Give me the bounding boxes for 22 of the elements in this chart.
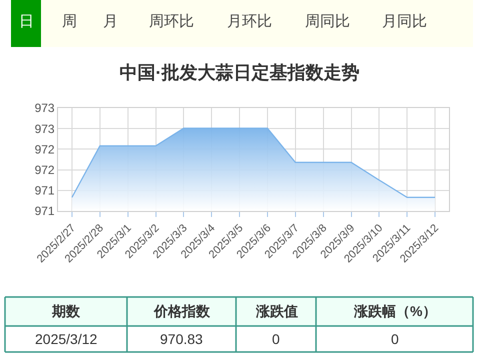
text: 涨跌值 xyxy=(255,303,298,319)
text: 月环比 xyxy=(227,13,272,30)
y-tick-label: 971 xyxy=(34,184,55,198)
chart-title: 中国·批发大蒜日定基指数走势 xyxy=(120,62,360,82)
text: 0 xyxy=(272,331,280,347)
text: 价格指数 xyxy=(153,303,211,319)
y-tick-label: 972 xyxy=(34,142,55,156)
text: 月 xyxy=(103,13,118,30)
y-tick-label: 971 xyxy=(34,204,55,218)
text: 970.83 xyxy=(160,331,204,347)
text: 2025/3/12 xyxy=(35,331,98,347)
text: 涨跌幅（%） xyxy=(353,303,436,319)
text: 日 xyxy=(19,13,34,30)
text: 0 xyxy=(391,331,399,347)
text: 期数 xyxy=(51,303,81,319)
y-tick-label: 973 xyxy=(34,122,55,136)
text: 周 xyxy=(62,13,77,30)
text: 月同比 xyxy=(382,13,427,30)
text: 周环比 xyxy=(149,13,194,30)
y-tick-label: 972 xyxy=(34,163,55,177)
text: 周同比 xyxy=(305,13,350,30)
y-tick-label: 973 xyxy=(34,101,55,116)
